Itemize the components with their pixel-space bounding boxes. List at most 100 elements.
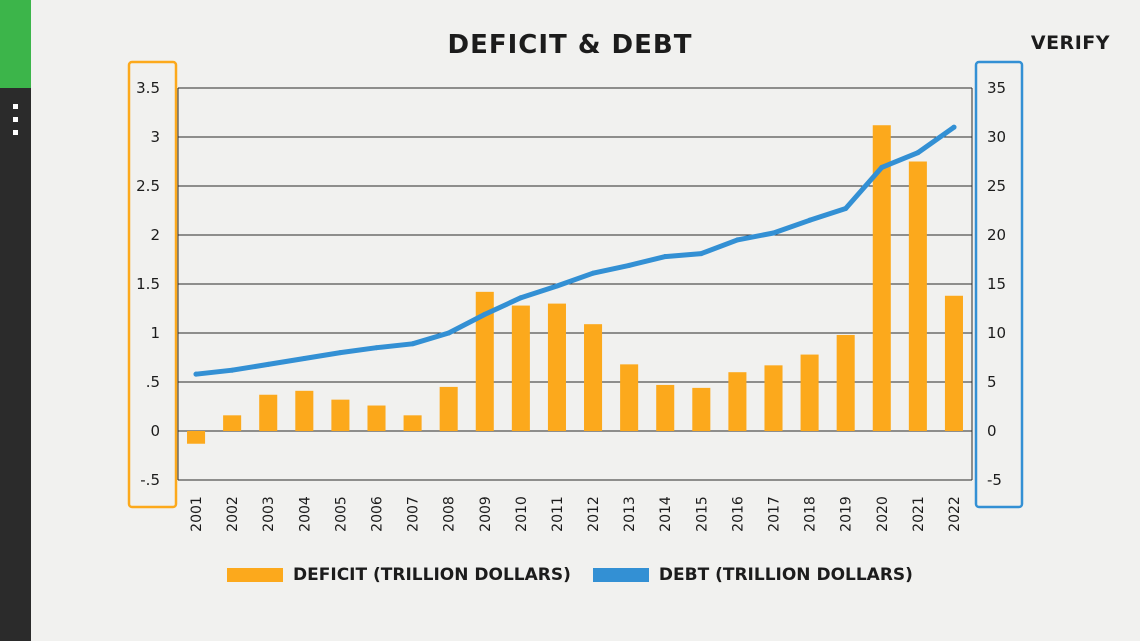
- x-tick-label: 2006: [370, 496, 386, 532]
- x-tick-label: 2010: [514, 496, 530, 532]
- x-tick-label: 2020: [875, 496, 891, 532]
- debt-series-line: [193, 124, 957, 377]
- debt-point: [951, 124, 957, 130]
- sidebar: [0, 0, 31, 641]
- deficit-bar: [908, 161, 927, 431]
- debt-point: [698, 251, 704, 257]
- left-tick-label: 3.5: [136, 79, 160, 97]
- left-tick-label: 1: [150, 324, 160, 342]
- debt-point: [229, 367, 235, 373]
- right-tick-label: -5: [987, 471, 1002, 489]
- x-tick-label: 2012: [586, 496, 602, 532]
- debt-point: [807, 217, 813, 223]
- left-tick-label: 1.5: [136, 275, 160, 293]
- left-tick-label: .5: [146, 373, 160, 391]
- debt-point: [337, 350, 343, 356]
- deficit-bar: [584, 324, 603, 431]
- right-tick-label: 25: [987, 177, 1006, 195]
- x-tick-label: 2009: [478, 496, 494, 532]
- chart-title: DEFICIT & DEBT: [447, 30, 693, 60]
- debt-point: [554, 283, 560, 289]
- x-tick-label: 2011: [550, 496, 566, 532]
- debt-point: [626, 262, 632, 268]
- x-tick-label: 2015: [694, 496, 710, 532]
- legend-label-debt: DEBT (TRILLION DOLLARS): [658, 565, 913, 585]
- right-tick-label: 10: [987, 324, 1006, 342]
- left-axis-frame: [127, 60, 178, 509]
- deficit-bar: [656, 384, 675, 431]
- debt-point: [879, 164, 885, 170]
- left-tick-label: 2.5: [136, 177, 160, 195]
- deficit-bar: [764, 365, 783, 431]
- x-tick-label: 2003: [261, 496, 277, 532]
- legend-swatch-debt: [592, 568, 649, 582]
- debt-point: [482, 311, 488, 317]
- deficit-bar: [475, 291, 494, 431]
- right-axis-ticks: -5 0 5 10 15 20 25 30 35: [987, 79, 1006, 489]
- menu-dots-icon[interactable]: [13, 104, 19, 135]
- left-tick-label: -.5: [140, 471, 160, 489]
- right-tick-label: 5: [987, 373, 997, 391]
- x-tick-label: 2018: [803, 496, 819, 532]
- x-tick-label: 2002: [225, 496, 241, 532]
- legend-item-debt: DEBT (TRILLION DOLLARS): [592, 565, 913, 585]
- deficit-bar: [223, 415, 242, 431]
- x-tick-label: 2019: [839, 496, 855, 532]
- left-tick-label: 3: [150, 128, 160, 146]
- deficit-bars: [187, 125, 963, 444]
- legend-item-deficit: DEFICIT (TRILLION DOLLARS): [227, 565, 571, 585]
- deficit-bar: [836, 334, 855, 431]
- debt-point: [193, 371, 199, 377]
- debt-point: [662, 254, 668, 260]
- deficit-bar: [692, 387, 711, 431]
- debt-point: [410, 341, 416, 347]
- x-tick-label: 2004: [297, 496, 313, 532]
- sidebar-accent: [0, 0, 31, 88]
- brand-logo: VERIFY: [1030, 32, 1110, 54]
- x-tick-label: 2017: [767, 496, 783, 532]
- deficit-bar: [800, 354, 819, 431]
- deficit-bar: [620, 364, 639, 431]
- debt-point: [374, 345, 379, 351]
- right-axis-frame: [974, 60, 1024, 509]
- debt-point: [915, 150, 921, 156]
- right-tick-label: 35: [987, 79, 1006, 97]
- x-tick-label: 2001: [189, 496, 205, 532]
- debt-point: [590, 270, 596, 276]
- deficit-bar: [728, 372, 747, 431]
- deficit-bar: [403, 415, 422, 431]
- gridlines: [177, 87, 973, 481]
- debt-point: [446, 330, 452, 336]
- left-axis-ticks: -.5 0 .5 1 1.5 2 2.5 3 3.5: [136, 79, 160, 489]
- left-tick-label: 0: [150, 422, 160, 440]
- legend-swatch-deficit: [227, 568, 284, 582]
- x-tick-label: 2008: [442, 496, 458, 532]
- deficit-bar: [331, 399, 350, 431]
- deficit-bar: [439, 386, 458, 431]
- x-tick-label: 2007: [406, 496, 422, 532]
- deficit-bar: [259, 394, 278, 431]
- debt-point: [265, 361, 271, 367]
- debt-point: [301, 355, 307, 361]
- x-tick-label: 2005: [333, 496, 349, 532]
- deficit-bar: [295, 390, 314, 431]
- legend-label-deficit: DEFICIT (TRILLION DOLLARS): [293, 565, 571, 585]
- debt-line: [193, 124, 957, 377]
- debt-point: [843, 206, 849, 212]
- right-tick-label: 20: [987, 226, 1006, 244]
- debt-point: [734, 237, 740, 243]
- right-tick-label: 0: [987, 422, 997, 440]
- deficit-bar: [547, 303, 566, 431]
- right-tick-label: 30: [987, 128, 1006, 146]
- deficit-bar: [872, 125, 891, 432]
- left-tick-label: 2: [150, 226, 160, 244]
- x-tick-label: 2022: [947, 496, 963, 532]
- debt-point: [771, 230, 776, 236]
- x-tick-label: 2021: [911, 496, 927, 532]
- x-tick-label: 2014: [658, 496, 674, 532]
- right-axis-box: [974, 60, 1024, 509]
- legend: DEFICIT (TRILLION DOLLARS) DEBT (TRILLIO…: [0, 565, 1140, 585]
- x-tick-label: 2013: [622, 496, 638, 532]
- right-tick-label: 15: [987, 275, 1006, 293]
